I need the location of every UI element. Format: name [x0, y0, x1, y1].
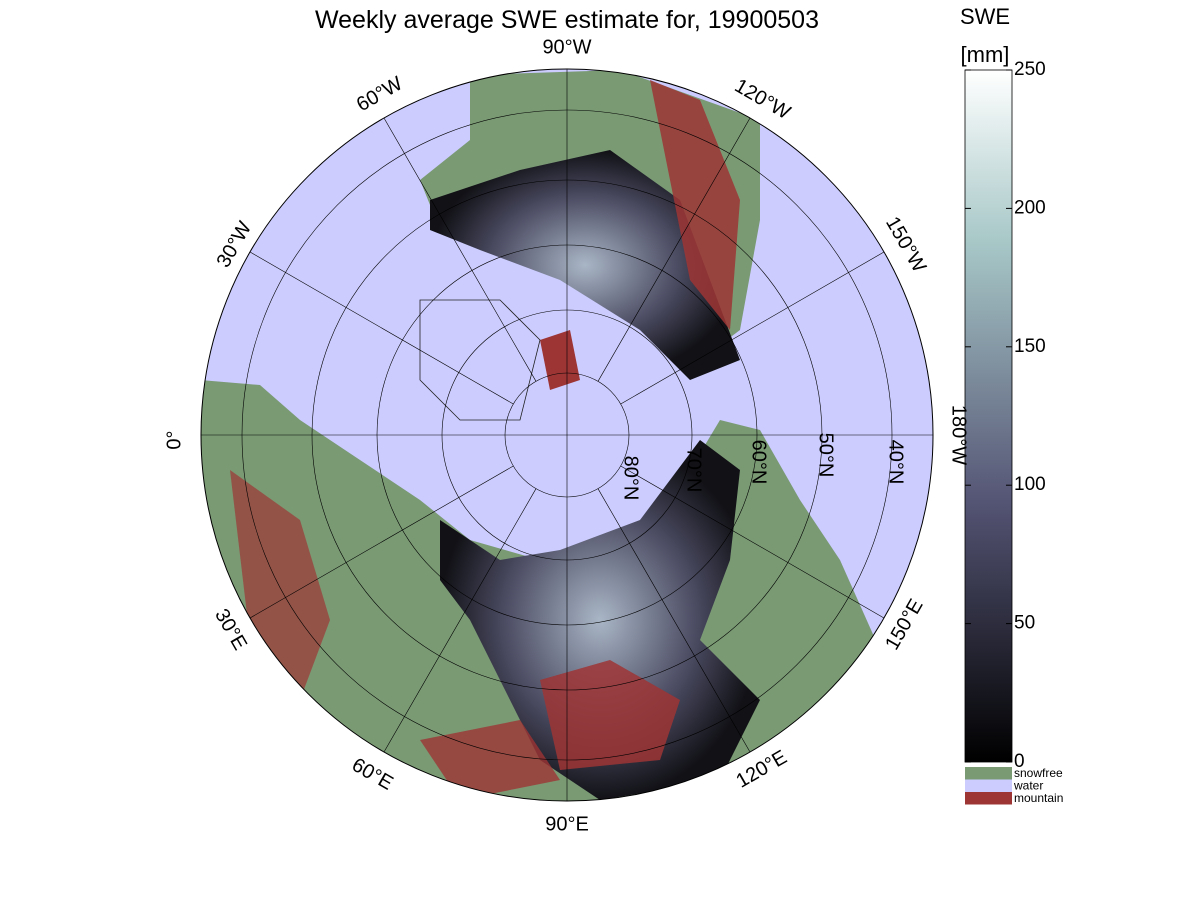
legend-label: snowfree	[1014, 766, 1063, 780]
colorbar-unit: [mm]	[961, 42, 1010, 67]
map-border	[200, 68, 934, 802]
colorbar-tick-label: 0	[1014, 751, 1025, 772]
longitude-label: 60°E	[348, 754, 397, 795]
meridian	[249, 465, 514, 619]
meridian	[383, 488, 537, 753]
map-title: Weekly average SWE estimate for, 1990050…	[315, 6, 819, 34]
legend-swatch	[965, 792, 1012, 805]
meridian	[597, 488, 751, 753]
colorbar-title: SWE	[960, 4, 1010, 29]
meridian	[383, 117, 537, 382]
colorbar-tick-label: 100	[1014, 474, 1046, 495]
longitude-label: 30°E	[210, 605, 251, 654]
latitude-label: 50°N	[815, 433, 837, 478]
map-area	[201, 69, 933, 801]
latitude-label: 80°N	[620, 456, 642, 501]
snow-cover	[430, 150, 740, 380]
colorbar-tick-label: 50	[1014, 613, 1035, 634]
latitude-label: 60°N	[748, 440, 770, 485]
land-mountain	[540, 660, 680, 770]
latitude-label: 40°N	[885, 440, 907, 485]
longitude-label: 180°W	[948, 405, 970, 465]
meridian	[620, 465, 885, 619]
legend-label: water	[1013, 779, 1043, 793]
coastline	[419, 299, 541, 421]
longitude-label: 90°E	[545, 813, 589, 835]
colorbar	[964, 69, 1013, 763]
colorbar-tick-label: 200	[1014, 197, 1046, 218]
legend-swatch	[965, 779, 1012, 792]
longitude-label: 0°	[163, 430, 185, 449]
graticule	[201, 69, 933, 801]
snow-cover	[440, 440, 760, 800]
colorbar-tick-label: 250	[1014, 59, 1046, 80]
legend-swatch	[965, 767, 1012, 780]
legend-label: mountain	[1014, 791, 1063, 805]
meridian	[620, 251, 885, 405]
longitude-label: 90°W	[542, 36, 591, 58]
land-mountain	[540, 330, 580, 390]
latitude-label: 70°N	[683, 448, 705, 493]
meridian	[249, 251, 514, 405]
meridian	[597, 117, 751, 382]
colorbar-tick-label: 150	[1014, 336, 1046, 357]
land-mountain	[650, 80, 740, 330]
